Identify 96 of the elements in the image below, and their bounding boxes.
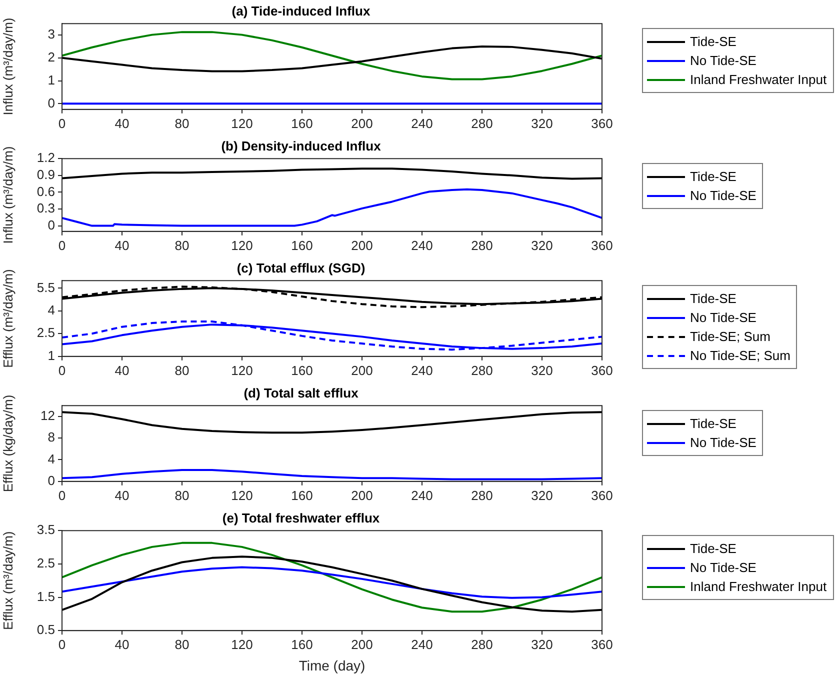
x-tick-label: 120	[231, 636, 253, 652]
y-tick-label: 0.6	[36, 184, 55, 199]
x-tick-label: 0	[58, 238, 66, 253]
legend-label: Tide-SE	[690, 34, 736, 49]
x-tick-label: 40	[114, 362, 130, 378]
x-tick-label: 200	[351, 362, 373, 378]
y-axis-title: Efflux (m³/day/m)	[0, 269, 16, 368]
x-tick-label: 120	[231, 116, 253, 131]
y-tick-label: 3.5	[36, 522, 55, 538]
x-tick-label: 120	[231, 488, 253, 503]
legend-label: Inland Freshwater Input	[690, 579, 827, 594]
x-tick-label: 360	[591, 636, 613, 652]
x-tick-label: 200	[351, 116, 373, 131]
x-tick-label: 0	[58, 116, 66, 131]
chart-title: (d) Total salt efflux	[244, 385, 360, 400]
y-tick-label: 4	[48, 451, 55, 466]
legend-label: Tide-SE; Sum	[690, 329, 770, 344]
x-tick-label: 200	[351, 238, 373, 253]
y-tick-label: 0.3	[36, 200, 55, 216]
x-tick-label: 80	[174, 636, 190, 652]
x-tick-label: 240	[411, 238, 433, 253]
x-tick-label: 240	[411, 116, 433, 131]
x-tick-label: 240	[411, 488, 433, 503]
x-tick-label: 40	[114, 116, 130, 131]
x-tick-label: 320	[531, 238, 553, 253]
x-tick-label: 360	[591, 362, 613, 378]
chart-title: (b) Density-induced Influx	[221, 138, 382, 154]
legend-label: No Tide-SE	[690, 53, 756, 68]
x-tick-label: 120	[231, 238, 253, 253]
y-tick-label: 2.5	[36, 556, 55, 571]
x-tick-label: 40	[114, 636, 130, 652]
y-tick-label: 2	[48, 50, 55, 64]
chart-title: (c) Total efflux (SGD)	[236, 260, 366, 276]
x-tick-label: 0	[58, 636, 66, 652]
x-tick-label: 360	[591, 488, 613, 503]
legend-label: No Tide-SE	[690, 560, 756, 575]
x-tick-label: 360	[591, 116, 613, 131]
x-tick-label: 80	[174, 116, 190, 131]
legend-label: Inland Freshwater Input	[690, 72, 827, 87]
y-tick-label: 1.2	[36, 150, 55, 166]
legend-label: Tide-SE	[690, 541, 736, 556]
x-tick-label: 280	[471, 488, 493, 503]
chart-title: (e) Total freshwater efflux	[222, 510, 380, 526]
x-tick-label: 160	[291, 116, 313, 131]
x-tick-label: 280	[471, 362, 493, 378]
legend-label: No Tide-SE	[690, 435, 756, 450]
x-tick-label: 160	[291, 488, 313, 503]
y-tick-label: 0	[48, 217, 55, 232]
y-tick-label: 2.5	[36, 325, 55, 340]
y-axis-title: Efflux (kg/day/m)	[0, 394, 16, 492]
x-tick-label: 40	[114, 488, 130, 503]
legend-label: No Tide-SE	[690, 188, 756, 203]
y-tick-label: 0	[48, 472, 55, 488]
y-tick-label: 0.9	[36, 166, 55, 182]
x-tick-label: 280	[471, 636, 493, 652]
x-tick-label: 80	[174, 238, 190, 253]
y-tick-label: 1	[48, 348, 55, 363]
chart-title: (a) Tide-induced Influx	[232, 3, 371, 18]
x-tick-label: 240	[411, 362, 433, 378]
legend-label: Tide-SE	[690, 291, 736, 306]
legend-label: Tide-SE	[690, 169, 736, 184]
x-axis-title: Time (day)	[298, 657, 366, 674]
x-tick-label: 80	[174, 488, 190, 503]
y-tick-label: 0.5	[36, 622, 55, 638]
x-tick-label: 160	[291, 636, 313, 652]
x-tick-label: 200	[351, 488, 373, 503]
y-tick-label: 3	[48, 26, 55, 42]
x-tick-label: 0	[58, 488, 66, 503]
legend-label: No Tide-SE	[690, 310, 756, 325]
x-tick-label: 320	[531, 362, 553, 378]
y-tick-label: 1.5	[36, 588, 55, 604]
y-tick-label: 12	[40, 408, 55, 424]
x-tick-label: 40	[114, 238, 130, 253]
legend-label: No Tide-SE; Sum	[690, 348, 790, 363]
x-tick-label: 80	[174, 362, 190, 378]
x-tick-label: 320	[531, 488, 553, 503]
x-tick-label: 320	[531, 116, 553, 131]
x-tick-label: 280	[471, 238, 493, 253]
x-tick-label: 160	[291, 362, 313, 378]
x-tick-label: 320	[531, 636, 553, 652]
x-tick-label: 240	[411, 636, 433, 652]
x-tick-label: 200	[351, 636, 373, 652]
legend-label: Tide-SE	[690, 416, 736, 431]
y-tick-label: 5.5	[36, 280, 55, 295]
y-tick-label: 1	[48, 72, 55, 88]
x-tick-label: 120	[231, 362, 253, 378]
x-tick-label: 360	[591, 238, 613, 253]
x-tick-label: 280	[471, 116, 493, 131]
x-tick-label: 0	[58, 362, 66, 378]
y-axis-title: Efflux (m³/day/m)	[0, 531, 16, 630]
y-axis-title: Influx (m³/day/m)	[0, 146, 16, 244]
y-tick-label: 0	[48, 95, 55, 110]
x-tick-label: 160	[291, 238, 313, 253]
y-tick-label: 8	[48, 430, 55, 445]
y-axis-title: Influx (m³/day/m)	[0, 18, 16, 116]
y-tick-label: 4	[48, 302, 55, 318]
